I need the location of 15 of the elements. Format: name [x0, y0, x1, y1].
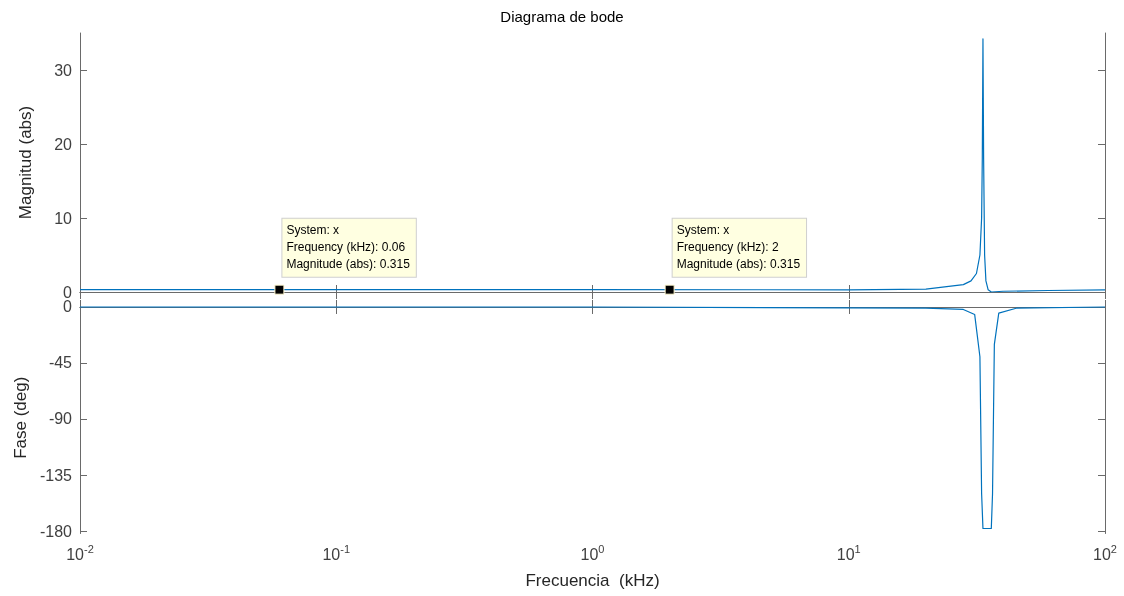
chart-title: Diagrama de bode	[500, 8, 624, 25]
annotation: System: x Frequency (kHz): 0.06 Magnitude (abs): 0.315	[286, 223, 411, 272]
y-tick-label: 30	[54, 61, 73, 79]
y-tick-label: 20	[54, 135, 73, 153]
y-axis-title: Fase (deg)	[11, 376, 31, 459]
y-tick-label: -180	[39, 522, 73, 540]
annotation: System: x Frequency (kHz): 2 Magnitude (abs): 0.315	[676, 223, 801, 272]
y-tick-label: 10	[54, 209, 73, 227]
y-tick-label: -45	[48, 354, 73, 372]
y-tick-label: -90	[48, 410, 73, 428]
y-tick-label: 0	[63, 283, 73, 301]
x-axis-title: Frecuencia (kHz)	[525, 570, 660, 590]
y-tick-label: -135	[39, 466, 73, 484]
y-axis-title: Magnitud (abs)	[16, 105, 35, 220]
y-tick-label: 0	[63, 298, 73, 316]
